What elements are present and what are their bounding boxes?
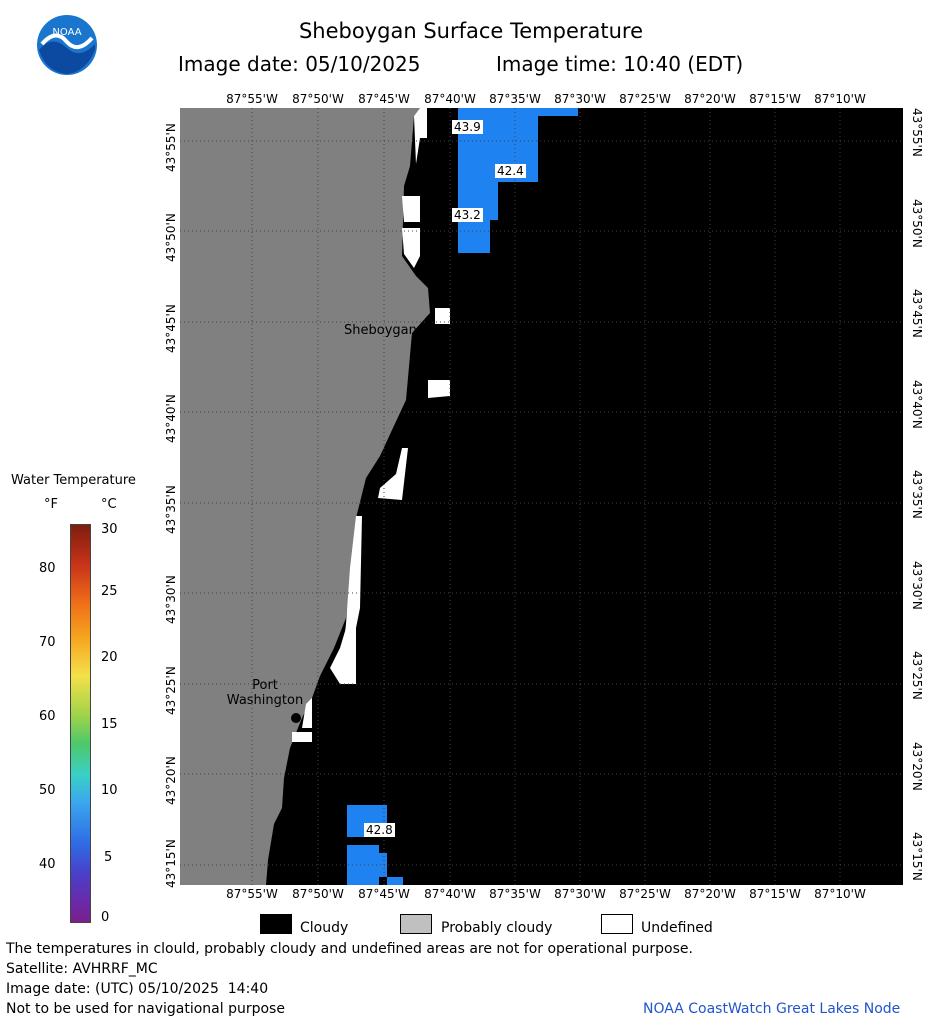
temperature-label: 42.8 — [364, 823, 395, 837]
port-washington-marker — [291, 713, 301, 723]
longitude-label-bottom: 87°15'W — [749, 887, 801, 901]
longitude-label-bottom: 87°40'W — [424, 887, 476, 901]
longitude-label-bottom: 87°10'W — [814, 887, 866, 901]
latitude-label-left: 43°15'N — [164, 839, 178, 888]
latitude-label-right: 43°30'N — [910, 561, 924, 610]
colorbar-tick-c: 15 — [101, 717, 118, 732]
image-time: Image time: 10:40 (EDT) — [496, 52, 744, 76]
colorbar-unit-f: °F — [44, 497, 58, 512]
latitude-label-left: 43°20'N — [164, 756, 178, 805]
longitude-label-top: 87°10'W — [814, 92, 866, 106]
latitude-label-right: 43°55'N — [910, 108, 924, 157]
colorbar-tick-f: 60 — [39, 709, 56, 724]
temperature-label: 43.2 — [452, 208, 483, 222]
latitude-label-right: 43°20'N — [910, 742, 924, 791]
latitude-label-left: 43°45'N — [164, 304, 178, 353]
longitude-label-top: 87°20'W — [684, 92, 736, 106]
colorbar-tick-f: 50 — [39, 783, 56, 798]
footer-navigation: Not to be used for navigational purpose — [6, 1001, 285, 1017]
longitude-label-bottom: 87°55'W — [226, 887, 278, 901]
latitude-label-left: 43°40'N — [164, 394, 178, 443]
graticule — [180, 108, 903, 885]
key-label-undefined: Undefined — [641, 920, 713, 936]
noaa-logo-text: NOAA — [52, 27, 81, 38]
longitude-label-top: 87°35'W — [489, 92, 541, 106]
latitude-label-left: 43°50'N — [164, 213, 178, 262]
longitude-label-bottom: 87°45'W — [358, 887, 410, 901]
sheboygan-marker — [425, 316, 433, 324]
latitude-label-left: 43°55'N — [164, 123, 178, 172]
longitude-label-bottom: 87°35'W — [489, 887, 541, 901]
key-label-cloudy: Cloudy — [300, 920, 349, 936]
colorbar-tick-c: 20 — [101, 650, 118, 665]
temperature-label: 42.4 — [495, 164, 526, 178]
latitude-label-right: 43°45'N — [910, 289, 924, 338]
colorbar-tick-f: 70 — [39, 635, 56, 650]
city-label-port-washington: Port Washington — [222, 678, 308, 708]
longitude-label-top: 87°55'W — [226, 92, 278, 106]
colorbar-tick-c: 0 — [101, 910, 110, 925]
longitude-label-top: 87°15'W — [749, 92, 801, 106]
footer-credit: NOAA CoastWatch Great Lakes Node — [643, 1001, 901, 1017]
footer-satellite: Satellite: AVHRRF_MC — [6, 961, 158, 977]
city-label-washington: Washington — [226, 693, 304, 708]
latitude-label-right: 43°15'N — [910, 832, 924, 881]
page-title: Sheboygan Surface Temperature — [298, 19, 644, 43]
colorbar-tick-c: 10 — [101, 783, 118, 798]
undefined-areas — [292, 108, 450, 742]
colorbar-title: Water Temperature — [11, 473, 136, 488]
noaa-logo: NOAA — [36, 14, 98, 76]
longitude-label-bottom: 87°25'W — [619, 887, 671, 901]
footer-disclaimer: The temperatures in clould, probably clo… — [6, 941, 693, 957]
city-label-port: Port — [252, 678, 278, 693]
longitude-label-bottom: 87°20'W — [684, 887, 736, 901]
key-swatch-cloudy — [260, 914, 292, 934]
longitude-label-bottom: 87°30'W — [554, 887, 606, 901]
latitude-label-right: 43°50'N — [910, 199, 924, 248]
footer-utc-date: Image date: (UTC) 05/10/2025 14:40 — [6, 981, 269, 997]
image-date: Image date: 05/10/2025 — [178, 52, 421, 76]
latitude-label-right: 43°25'N — [910, 651, 924, 700]
colorbar-tick-c: 30 — [101, 522, 118, 537]
longitude-label-top: 87°50'W — [292, 92, 344, 106]
longitude-label-top: 87°30'W — [554, 92, 606, 106]
colorbar-tick-f: 40 — [39, 857, 56, 872]
longitude-label-top: 87°40'W — [424, 92, 476, 106]
colorbar-tick-c: 5 — [104, 850, 113, 865]
colorbar-unit-c: °C — [101, 497, 117, 512]
latitude-label-left: 43°30'N — [164, 575, 178, 624]
latitude-label-left: 43°25'N — [164, 666, 178, 715]
key-label-probably-cloudy: Probably cloudy — [441, 920, 553, 936]
temperature-label: 43.9 — [452, 120, 483, 134]
noaa-logo-icon: NOAA — [37, 15, 97, 75]
longitude-label-bottom: 87°50'W — [292, 887, 344, 901]
key-swatch-undefined — [601, 914, 633, 934]
city-label-sheboygan: Sheboygan — [344, 323, 417, 338]
land-area — [180, 108, 430, 885]
water-temperature-patches — [347, 108, 578, 885]
map-svg — [180, 108, 903, 885]
longitude-label-top: 87°25'W — [619, 92, 671, 106]
latitude-label-left: 43°35'N — [164, 485, 178, 534]
colorbar-tick-c: 25 — [101, 584, 118, 599]
colorbar-tick-f: 80 — [39, 561, 56, 576]
map-area — [180, 108, 903, 885]
key-swatch-probably-cloudy — [400, 914, 432, 934]
latitude-label-right: 43°40'N — [910, 380, 924, 429]
latitude-label-right: 43°35'N — [910, 470, 924, 519]
colorbar — [70, 524, 91, 923]
longitude-label-top: 87°45'W — [358, 92, 410, 106]
